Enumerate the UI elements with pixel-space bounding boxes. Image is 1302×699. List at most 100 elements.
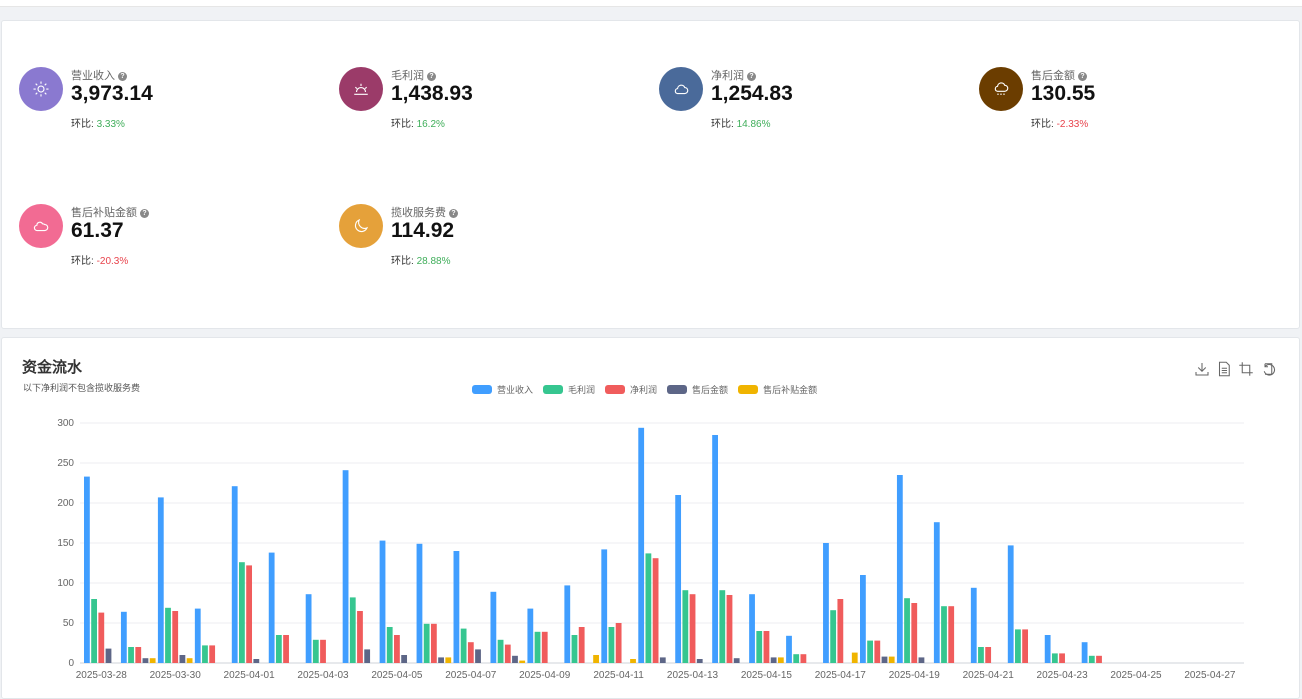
bar[interactable]: [630, 659, 636, 663]
bar[interactable]: [179, 655, 186, 663]
bar[interactable]: [239, 562, 245, 663]
bar[interactable]: [601, 549, 608, 663]
bar[interactable]: [867, 640, 873, 663]
bar[interactable]: [918, 657, 925, 663]
bar[interactable]: [1007, 545, 1014, 663]
bar[interactable]: [881, 656, 888, 663]
bar[interactable]: [128, 647, 134, 663]
bar[interactable]: [172, 611, 179, 663]
legend-item[interactable]: 净利润: [605, 383, 657, 396]
bar[interactable]: [91, 599, 97, 663]
bar[interactable]: [593, 655, 599, 663]
bar[interactable]: [638, 427, 645, 663]
bar[interactable]: [312, 639, 319, 663]
bar[interactable]: [763, 631, 770, 663]
bar[interactable]: [268, 552, 275, 663]
bar[interactable]: [504, 644, 511, 663]
bar[interactable]: [394, 635, 400, 663]
bar[interactable]: [1022, 629, 1029, 663]
bar[interactable]: [837, 599, 844, 663]
bar[interactable]: [135, 647, 142, 663]
bar[interactable]: [888, 656, 895, 663]
legend-item[interactable]: 营业收入: [472, 383, 533, 396]
bar[interactable]: [527, 608, 534, 663]
bar[interactable]: [467, 642, 474, 663]
bar[interactable]: [149, 658, 156, 663]
bar[interactable]: [749, 594, 755, 663]
bar[interactable]: [911, 603, 918, 663]
bar[interactable]: [142, 658, 149, 663]
bar[interactable]: [948, 606, 955, 663]
bar[interactable]: [1059, 653, 1065, 663]
bar[interactable]: [571, 635, 578, 663]
bar[interactable]: [445, 657, 452, 663]
bar[interactable]: [896, 475, 903, 663]
help-icon[interactable]: ?: [427, 72, 436, 81]
bar[interactable]: [564, 585, 571, 663]
bar[interactable]: [860, 575, 866, 663]
bar[interactable]: [904, 598, 910, 663]
bar[interactable]: [423, 623, 430, 663]
bar[interactable]: [1044, 635, 1051, 663]
bar[interactable]: [84, 476, 90, 663]
bar[interactable]: [1088, 655, 1095, 663]
bar[interactable]: [675, 495, 682, 663]
bar[interactable]: [933, 522, 940, 663]
bar[interactable]: [305, 594, 312, 663]
bar[interactable]: [475, 649, 481, 663]
bar[interactable]: [1081, 642, 1088, 663]
bar[interactable]: [578, 627, 585, 663]
data-view-icon[interactable]: [1215, 360, 1233, 378]
bar[interactable]: [416, 543, 423, 663]
bar[interactable]: [608, 627, 615, 663]
help-icon[interactable]: ?: [747, 72, 756, 81]
help-icon[interactable]: ?: [1078, 72, 1087, 81]
bar[interactable]: [120, 611, 127, 663]
bar[interactable]: [985, 647, 992, 663]
bar[interactable]: [438, 657, 444, 663]
bar[interactable]: [490, 591, 497, 663]
bar[interactable]: [342, 470, 349, 663]
bar[interactable]: [541, 631, 548, 663]
bar[interactable]: [194, 608, 201, 663]
bar[interactable]: [615, 623, 622, 663]
bar[interactable]: [401, 655, 408, 663]
restore-icon[interactable]: [1259, 360, 1277, 378]
help-icon[interactable]: ?: [449, 209, 458, 218]
bar[interactable]: [98, 612, 105, 663]
legend-item[interactable]: 售后补贴金额: [738, 383, 817, 396]
bar[interactable]: [874, 640, 881, 663]
bar[interactable]: [726, 595, 733, 663]
help-icon[interactable]: ?: [118, 72, 127, 81]
help-icon[interactable]: ?: [140, 209, 149, 218]
bar[interactable]: [534, 631, 541, 663]
bar[interactable]: [253, 659, 260, 663]
bar[interactable]: [770, 657, 777, 663]
bar[interactable]: [682, 590, 689, 663]
bar[interactable]: [357, 611, 363, 663]
bar[interactable]: [186, 658, 193, 663]
bar[interactable]: [460, 628, 467, 663]
bar[interactable]: [202, 645, 208, 663]
bar[interactable]: [497, 639, 504, 663]
bar[interactable]: [941, 606, 947, 663]
bar[interactable]: [165, 607, 171, 663]
bar[interactable]: [719, 590, 726, 663]
bar[interactable]: [786, 635, 792, 663]
bar[interactable]: [733, 658, 740, 663]
bar[interactable]: [659, 657, 666, 663]
bar[interactable]: [519, 660, 526, 663]
bar[interactable]: [689, 594, 696, 663]
bar[interactable]: [364, 649, 371, 663]
bar[interactable]: [453, 551, 460, 663]
bar[interactable]: [652, 558, 659, 663]
bar[interactable]: [246, 565, 253, 663]
bar[interactable]: [800, 654, 807, 663]
download-icon[interactable]: [1193, 360, 1211, 378]
bar[interactable]: [430, 623, 437, 663]
bar[interactable]: [978, 647, 984, 663]
bar[interactable]: [970, 587, 977, 663]
bar[interactable]: [275, 635, 282, 663]
bar[interactable]: [793, 654, 800, 663]
bar[interactable]: [1051, 653, 1058, 663]
